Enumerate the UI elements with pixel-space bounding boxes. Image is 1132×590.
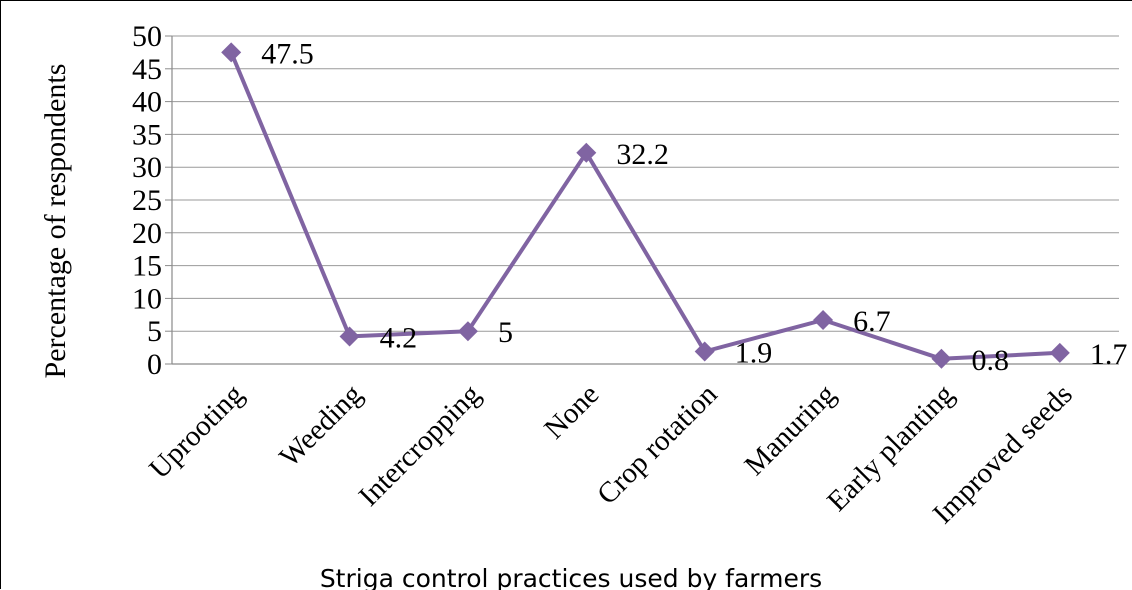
- data-point-marker: [1049, 342, 1070, 363]
- data-label: 47.5: [261, 37, 314, 70]
- data-label: 1.9: [735, 337, 773, 370]
- data-label: 5: [498, 316, 513, 349]
- y-tick-label: 5: [147, 315, 162, 348]
- data-label: 6.7: [853, 305, 891, 338]
- data-point-marker: [339, 326, 360, 347]
- data-label: 4.2: [380, 321, 418, 354]
- data-label: 32.2: [616, 138, 669, 171]
- x-category-label: Uprooting: [143, 378, 250, 485]
- y-tick-label: 0: [147, 348, 162, 381]
- y-tick-label: 40: [132, 86, 162, 119]
- data-point-marker: [457, 321, 478, 342]
- data-point-marker: [813, 310, 834, 331]
- y-tick-label: 15: [132, 250, 162, 283]
- y-tick-label: 50: [132, 20, 162, 53]
- gridlines: [172, 35, 1119, 332]
- data-point-marker: [694, 341, 715, 362]
- data-label: 1.7: [1090, 338, 1128, 371]
- x-category-label: Weeding: [274, 378, 369, 473]
- series-markers: [221, 42, 1070, 369]
- data-label: 0.8: [971, 344, 1009, 377]
- data-point-marker: [221, 42, 242, 63]
- x-axis-title: Striga control practices used by farmers: [320, 564, 822, 590]
- y-tick-label: 30: [132, 151, 162, 184]
- x-category-label: Crop rotation: [591, 378, 724, 511]
- y-tick-label: 10: [132, 282, 162, 315]
- x-category-label: Intercropping: [353, 378, 487, 512]
- y-tick-label: 20: [132, 217, 162, 250]
- data-point-marker: [931, 348, 952, 369]
- y-axis-title: Percentage of respondents: [39, 64, 72, 379]
- x-category-label: Manuring: [739, 378, 843, 482]
- data-point-marker: [576, 142, 597, 163]
- x-category-label: None: [538, 378, 605, 445]
- y-tick-label: 25: [132, 184, 162, 217]
- data-labels: 47.5 4.2 5 32.2 1.9 6.7 0.8 1.7: [261, 37, 1127, 376]
- y-tick-label: 45: [132, 53, 162, 86]
- series-line: [229, 51, 1060, 361]
- axes: [165, 35, 1119, 365]
- y-tick-label: 35: [132, 118, 162, 151]
